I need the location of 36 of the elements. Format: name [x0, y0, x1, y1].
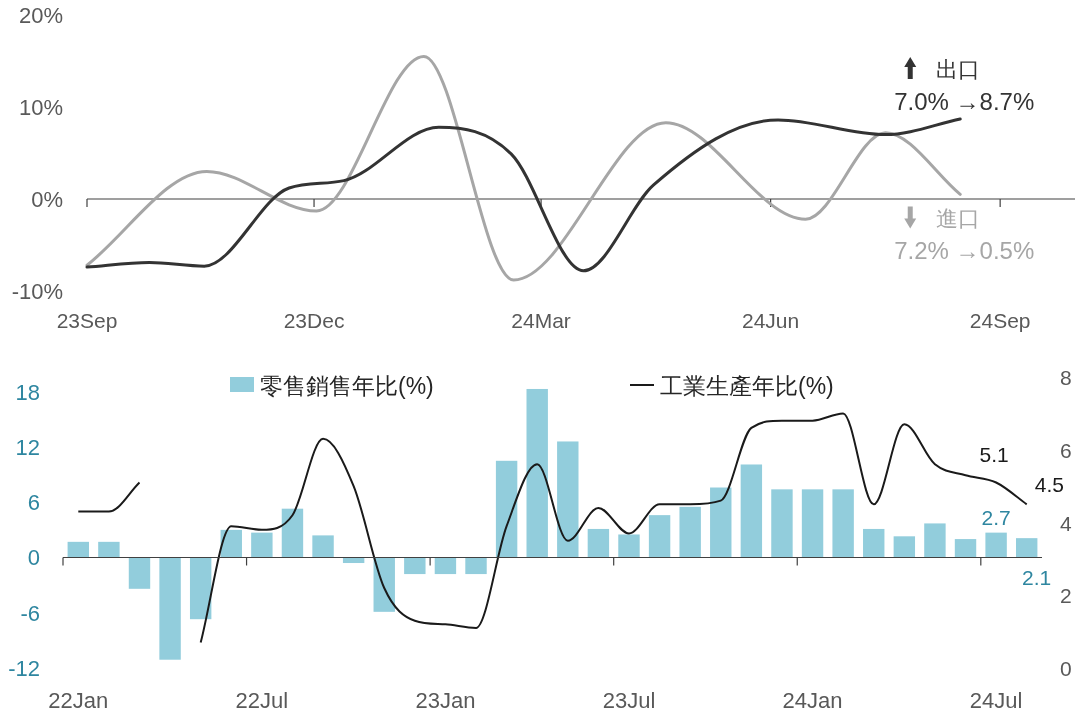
x-tick-label: 23Jan — [415, 688, 476, 713]
x-tick-label: 22Jan — [48, 688, 109, 713]
y-tick-label: -6 — [20, 600, 40, 626]
y-tick-label: 10% — [18, 95, 63, 120]
y-tick-label: 20% — [18, 3, 63, 28]
x-tick-label: 24Jan — [782, 688, 843, 713]
y2-tick-label: 8 — [1060, 366, 1072, 389]
y-tick-label: -12 — [8, 656, 40, 681]
data-label: 4.5 — [1034, 473, 1064, 497]
legend-label: 零售銷售年比(%) — [260, 373, 434, 399]
y2-tick-label: 2 — [1060, 584, 1072, 608]
y-tick-label: 18 — [15, 379, 40, 405]
annotation: 7.2% →0.5% — [894, 237, 1035, 265]
x-tick-label: 24Sep — [969, 309, 1031, 332]
x-tick-label: 23Dec — [283, 309, 345, 332]
x-tick-label: 24Mar — [511, 309, 571, 332]
y-tick-label: 12 — [15, 434, 40, 460]
legend-label: 進口 — [936, 206, 981, 232]
y-tick-label: -10% — [11, 279, 63, 304]
y-tick-label: 0 — [27, 545, 40, 571]
y2-tick-label: 0 — [1060, 657, 1072, 680]
data-label: 2.1 — [1022, 566, 1052, 590]
x-tick-label: 23Sep — [56, 309, 118, 332]
data-label: 2.7 — [981, 505, 1011, 529]
x-tick-label: 23Jul — [602, 688, 656, 713]
data-label: 5.1 — [979, 443, 1009, 467]
y-tick-label: 0% — [31, 187, 63, 212]
y-tick-label: 6 — [27, 490, 40, 516]
annotation: 7.0% →8.7% — [894, 87, 1035, 115]
x-tick-label: 22Jul — [235, 688, 289, 713]
x-tick-label: 24Jun — [742, 309, 800, 332]
y2-tick-label: 4 — [1060, 511, 1072, 535]
x-tick-label: 24Jul — [969, 688, 1023, 713]
legend-label: 工業生產年比(%) — [660, 373, 834, 399]
legend-label: 出口 — [936, 56, 981, 82]
y2-tick-label: 6 — [1060, 438, 1072, 462]
